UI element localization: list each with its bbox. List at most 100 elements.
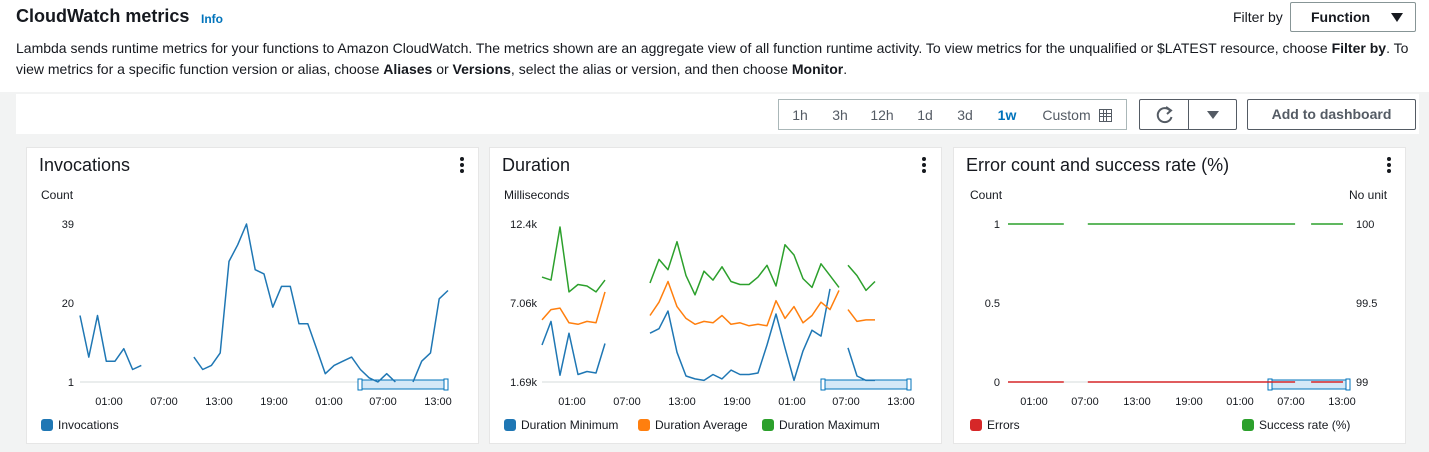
y-axis-label: Count [41, 188, 74, 202]
zoom-handle-right [1345, 378, 1351, 391]
y-tick-label: 1.69k [510, 377, 537, 389]
desc-text: Lambda sends runtime metrics for your fu… [16, 40, 1332, 56]
filter-by-label: Filter by [1233, 9, 1283, 25]
legend-swatch [762, 419, 774, 431]
x-tick-label: 19:00 [260, 396, 288, 408]
zoom-handle-left [357, 378, 363, 391]
y-tick-label: 39 [62, 219, 74, 231]
metrics-description: Lambda sends runtime metrics for your fu… [16, 38, 1416, 80]
legend-label: Duration Minimum [521, 418, 619, 432]
x-tick-label: 13:00 [1123, 396, 1151, 408]
legend-swatch [504, 419, 516, 431]
range-custom[interactable]: Custom [1029, 107, 1125, 123]
desc-bold-versions: Versions [452, 61, 511, 77]
desc-text: . To view metrics for a specific functio… [16, 40, 1409, 77]
desc-text: or [432, 61, 453, 77]
x-tick-label: 01:00 [1226, 396, 1254, 408]
x-tick-label: 13:00 [668, 396, 696, 408]
zoom-range-brush [359, 379, 447, 390]
caret-down-icon [1207, 111, 1219, 119]
x-tick-label: 01:00 [315, 396, 343, 408]
zoom-handle-left [1267, 378, 1273, 391]
duration-chart[interactable]: 12.4k 7.06k 1.69k 01:00 07:00 13:00 19:00 01:00… [490, 148, 943, 445]
series-line-duration-minimum [649, 288, 831, 382]
y-tick-label: 1 [68, 377, 74, 389]
desc-text: , select the alias or version, and then … [510, 61, 792, 77]
x-tick-label: 01:00 [558, 396, 586, 408]
legend-item-success-rate[interactable]: Success rate (%) [1242, 418, 1350, 432]
legend-item-invocations[interactable]: Invocations [41, 418, 119, 432]
legend-item-errors[interactable]: Errors [970, 418, 1020, 432]
x-tick-label: 07:00 [1071, 396, 1099, 408]
zoom-handle-right [443, 378, 449, 391]
legend-label: Duration Average [655, 418, 748, 432]
x-tick-label: 07:00 [613, 396, 641, 408]
calendar-icon [1098, 108, 1112, 122]
series-line-invocations [79, 314, 142, 371]
x-tick-label: 13:00 [887, 396, 915, 408]
chart-title: Invocations [39, 155, 131, 175]
y-tick-label: 0.5 [985, 298, 1000, 310]
refresh-button[interactable] [1139, 99, 1189, 130]
refresh-options-button[interactable] [1188, 99, 1237, 130]
range-1d[interactable]: 1d [917, 106, 933, 123]
y-tick-label: 7.06k [510, 298, 537, 310]
y-axis-label-right: No unit [1349, 188, 1388, 202]
x-tick-label: 07:00 [150, 396, 178, 408]
range-1w[interactable]: 1w [997, 106, 1017, 123]
x-tick-label: 19:00 [723, 396, 751, 408]
x-tick-label: 07:00 [832, 396, 860, 408]
y-tick-label: 20 [62, 298, 74, 310]
series-line-duration-average [541, 291, 606, 326]
legend-label: Errors [987, 418, 1020, 432]
x-tick-label: 19:00 [1175, 396, 1203, 408]
zoom-handle-right [906, 378, 912, 391]
x-tick-label: 13:00 [1328, 396, 1356, 408]
filter-by-value: Function [1311, 9, 1371, 25]
metrics-header: CloudWatch metrics Info Filter by Functi… [0, 0, 1429, 92]
page-title: CloudWatch metrics [16, 6, 190, 26]
legend-swatch [41, 419, 53, 431]
refresh-icon [1156, 106, 1173, 124]
y-tick-label-right: 99.5 [1356, 298, 1377, 310]
more-options-icon[interactable] [922, 157, 926, 173]
invocations-chart-card: Invocations Count 39 20 1 01:00 07:00 13:00 19… [26, 147, 479, 444]
series-line-duration-maximum [847, 264, 876, 292]
add-to-dashboard-button[interactable]: Add to dashboard [1247, 99, 1416, 130]
caret-down-icon [1391, 13, 1403, 22]
legend-item-duration-average[interactable]: Duration Average [638, 418, 748, 432]
y-axis-label: Milliseconds [504, 188, 570, 202]
series-line-duration-maximum [649, 240, 840, 296]
series-line-duration-minimum [847, 347, 875, 382]
legend-swatch [638, 419, 650, 431]
zoom-handle-left [820, 378, 826, 391]
time-range-selector: 1h 3h 12h 1d 3d 1w Custom [778, 99, 1127, 130]
x-tick-label: 01:00 [95, 396, 123, 408]
range-1h[interactable]: 1h [792, 106, 808, 123]
range-3h[interactable]: 3h [832, 106, 848, 123]
invocations-chart[interactable]: 39 20 1 01:00 07:00 13:00 19:00 01:00 07:00 13:00 [27, 148, 480, 445]
x-tick-label: 01:00 [1020, 396, 1048, 408]
filter-by-select[interactable]: Function [1290, 2, 1416, 32]
series-line-invocations [193, 223, 396, 383]
legend-swatch [970, 419, 982, 431]
range-3d[interactable]: 3d [957, 106, 973, 123]
series-line-duration-average [847, 309, 875, 323]
desc-bold-filter-by: Filter by [1331, 40, 1387, 56]
series-line-invocations [412, 289, 449, 383]
series-line-duration-average [649, 280, 840, 327]
x-tick-label: 13:00 [205, 396, 233, 408]
more-options-icon[interactable] [460, 157, 464, 173]
error-success-chart-card: Error count and success rate (%) Count N… [953, 147, 1406, 444]
legend-item-duration-maximum[interactable]: Duration Maximum [762, 418, 880, 432]
range-12h[interactable]: 12h [870, 106, 894, 123]
desc-bold-monitor: Monitor [791, 61, 844, 77]
x-tick-label: 07:00 [369, 396, 397, 408]
legend-item-duration-minimum[interactable]: Duration Minimum [504, 418, 618, 432]
more-options-icon[interactable] [1387, 157, 1391, 173]
desc-bold-aliases: Aliases [383, 61, 433, 77]
chart-title: Duration [502, 155, 571, 175]
legend-label: Duration Maximum [779, 418, 880, 432]
info-link[interactable]: Info [201, 12, 223, 26]
error-success-chart[interactable]: 1 0.5 0 100 99.5 99 01:00 07:00 13:00 19:00 01:00 0… [954, 148, 1407, 445]
